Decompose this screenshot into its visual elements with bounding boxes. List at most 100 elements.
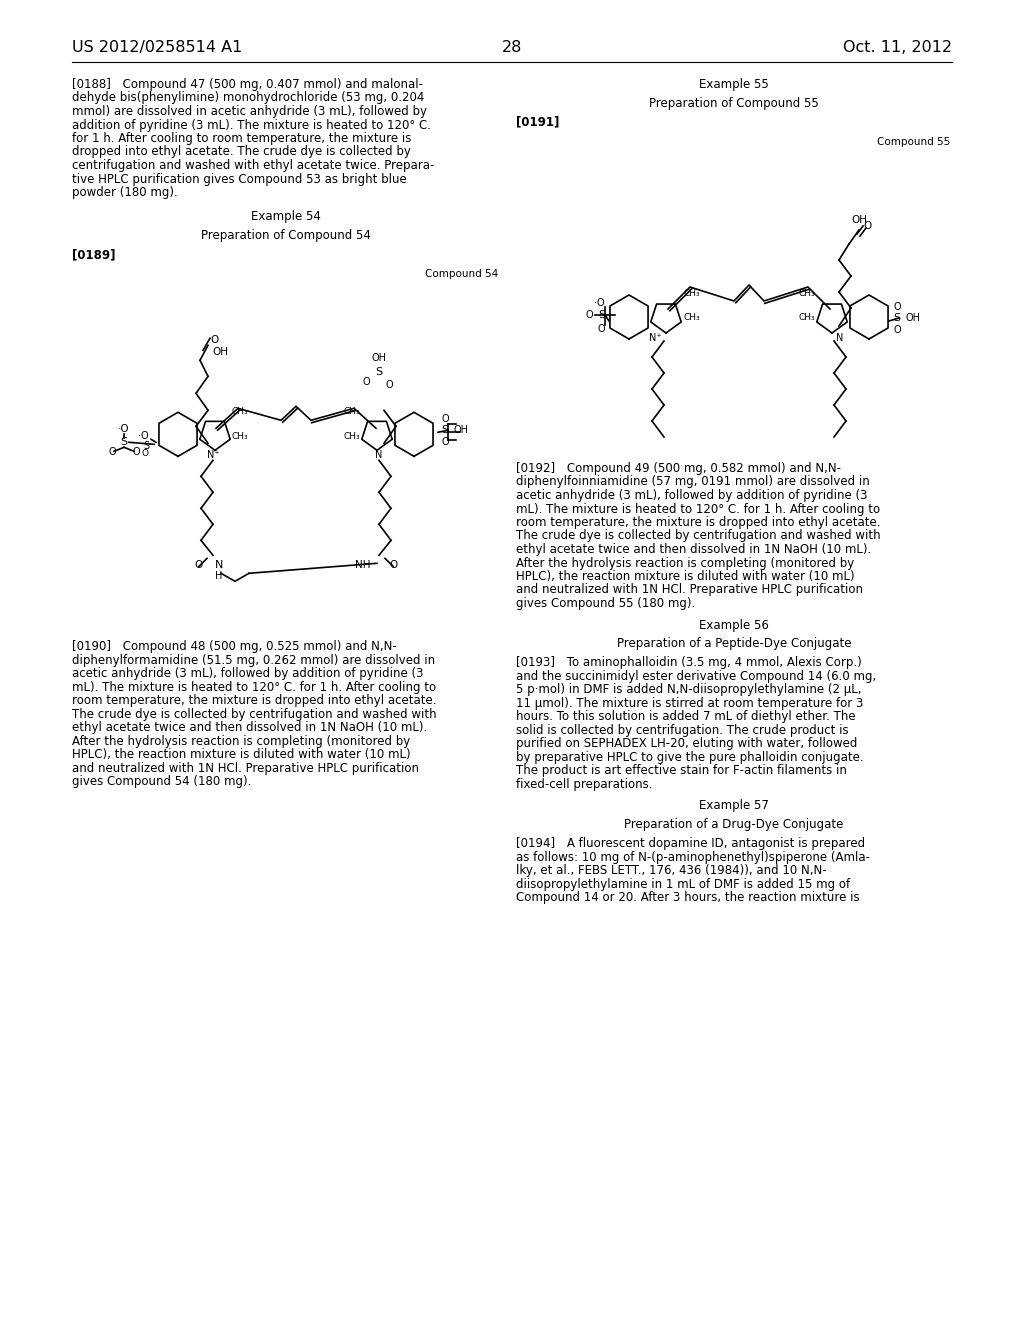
Text: and the succinimidyl ester derivative Compound 14 (6.0 mg,: and the succinimidyl ester derivative Co… (516, 671, 877, 682)
Text: OH: OH (905, 313, 920, 323)
Text: CH₃: CH₃ (683, 289, 699, 298)
Text: ·O: ·O (594, 298, 605, 308)
Text: After the hydrolysis reaction is completing (monitored by: After the hydrolysis reaction is complet… (72, 735, 411, 748)
Text: Preparation of Compound 54: Preparation of Compound 54 (201, 230, 371, 242)
Text: dropped into ethyl acetate. The crude dye is collected by: dropped into ethyl acetate. The crude dy… (72, 145, 411, 158)
Text: O: O (441, 414, 449, 424)
Text: CH₃: CH₃ (799, 313, 815, 322)
Text: [0190] Compound 48 (500 mg, 0.525 mmol) and N,N-: [0190] Compound 48 (500 mg, 0.525 mmol) … (72, 640, 396, 653)
Text: O: O (863, 220, 871, 231)
Text: acetic anhydride (3 mL), followed by addition of pyridine (3: acetic anhydride (3 mL), followed by add… (516, 488, 867, 502)
Text: O: O (142, 449, 150, 458)
Text: S: S (143, 441, 150, 451)
Text: ethyl acetate twice and then dissolved in 1N NaOH (10 mL).: ethyl acetate twice and then dissolved i… (72, 721, 427, 734)
Text: O: O (132, 447, 140, 457)
Text: Compound 54: Compound 54 (425, 269, 498, 280)
Text: addition of pyridine (3 mL). The mixture is heated to 120° C.: addition of pyridine (3 mL). The mixture… (72, 119, 431, 132)
Text: 5 p·mol) in DMF is added N,N-diisopropylethylamine (2 μL,: 5 p·mol) in DMF is added N,N-diisopropyl… (516, 684, 861, 697)
Text: The crude dye is collected by centrifugation and washed with: The crude dye is collected by centrifuga… (516, 529, 881, 543)
Text: Preparation of a Peptide-Dye Conjugate: Preparation of a Peptide-Dye Conjugate (616, 638, 851, 651)
Text: CH₃: CH₃ (232, 433, 249, 441)
Text: hours. To this solution is added 7 mL of diethyl ether. The: hours. To this solution is added 7 mL of… (516, 710, 856, 723)
Text: OH: OH (372, 354, 386, 363)
Text: N: N (836, 333, 844, 343)
Text: The product is art effective stain for F-actin filaments in: The product is art effective stain for F… (516, 764, 847, 777)
Text: powder (180 mg).: powder (180 mg). (72, 186, 178, 199)
Text: O: O (389, 560, 397, 570)
Text: HPLC), the reaction mixture is diluted with water (10 mL): HPLC), the reaction mixture is diluted w… (72, 748, 411, 762)
Text: ethyl acetate twice and then dissolved in 1N NaOH (10 mL).: ethyl acetate twice and then dissolved i… (516, 543, 871, 556)
Text: O: O (109, 447, 116, 457)
Text: Example 56: Example 56 (699, 619, 769, 631)
Text: S: S (441, 425, 449, 436)
Text: dehyde bis(phenylimine) monohydrochloride (53 mg, 0.204: dehyde bis(phenylimine) monohydrochlorid… (72, 91, 424, 104)
Text: for 1 h. After cooling to room temperature, the mixture is: for 1 h. After cooling to room temperatu… (72, 132, 412, 145)
Text: CH₃: CH₃ (343, 408, 360, 416)
Text: S: S (598, 310, 605, 319)
Text: gives Compound 55 (180 mg).: gives Compound 55 (180 mg). (516, 597, 695, 610)
Text: Preparation of Compound 55: Preparation of Compound 55 (649, 96, 819, 110)
Text: centrifugation and washed with ethyl acetate twice. Prepara-: centrifugation and washed with ethyl ace… (72, 158, 434, 172)
Text: by preparative HPLC to give the pure phalloidin conjugate.: by preparative HPLC to give the pure pha… (516, 751, 863, 764)
Text: diphenylfoinniamidine (57 mg, 0191 mmol) are dissolved in: diphenylfoinniamidine (57 mg, 0191 mmol)… (516, 475, 869, 488)
Text: mL). The mixture is heated to 120° C. for 1 h. After cooling to: mL). The mixture is heated to 120° C. fo… (516, 503, 880, 516)
Text: CH₃: CH₃ (799, 289, 815, 298)
Text: 28: 28 (502, 40, 522, 55)
Text: OH: OH (851, 215, 867, 224)
Text: diisopropylethylamine in 1 mL of DMF is added 15 mg of: diisopropylethylamine in 1 mL of DMF is … (516, 878, 850, 891)
Text: OH: OH (212, 347, 228, 358)
Text: US 2012/0258514 A1: US 2012/0258514 A1 (72, 40, 243, 55)
Text: O: O (210, 335, 218, 346)
Text: O: O (195, 560, 203, 570)
Text: N⁺: N⁺ (207, 450, 219, 461)
Text: After the hydrolysis reaction is completing (monitored by: After the hydrolysis reaction is complet… (516, 557, 854, 569)
Text: NH: NH (355, 560, 371, 570)
Text: mL). The mixture is heated to 120° C. for 1 h. After cooling to: mL). The mixture is heated to 120° C. fo… (72, 681, 436, 694)
Text: Oct. 11, 2012: Oct. 11, 2012 (843, 40, 952, 55)
Text: S: S (893, 313, 900, 323)
Text: lky, et al., FEBS LETT., 176, 436 (1984)), and 10 N,N-: lky, et al., FEBS LETT., 176, 436 (1984)… (516, 865, 826, 878)
Text: room temperature, the mixture is dropped into ethyl acetate.: room temperature, the mixture is dropped… (72, 694, 436, 708)
Text: O: O (441, 437, 449, 447)
Text: [0193] To aminophalloidin (3.5 mg, 4 mmol, Alexis Corp.): [0193] To aminophalloidin (3.5 mg, 4 mmo… (516, 656, 862, 669)
Text: [0189]: [0189] (72, 248, 116, 261)
Text: and neutralized with 1N HCl. Preparative HPLC purification: and neutralized with 1N HCl. Preparative… (516, 583, 863, 597)
Text: solid is collected by centrifugation. The crude product is: solid is collected by centrifugation. Th… (516, 723, 849, 737)
Text: CH₃: CH₃ (683, 313, 699, 322)
Text: Example 55: Example 55 (699, 78, 769, 91)
Text: [0192] Compound 49 (500 mg, 0.582 mmol) and N,N-: [0192] Compound 49 (500 mg, 0.582 mmol) … (516, 462, 841, 475)
Text: fixed-cell preparations.: fixed-cell preparations. (516, 777, 652, 791)
Text: O: O (386, 380, 393, 391)
Text: Compound 55: Compound 55 (877, 137, 950, 147)
Text: H: H (215, 572, 222, 581)
Text: Example 54: Example 54 (251, 210, 321, 223)
Text: CH₃: CH₃ (232, 408, 249, 416)
Text: [0194] A fluorescent dopamine ID, antagonist is prepared: [0194] A fluorescent dopamine ID, antago… (516, 837, 865, 850)
Text: The crude dye is collected by centrifugation and washed with: The crude dye is collected by centrifuga… (72, 708, 436, 721)
Text: S: S (376, 367, 383, 378)
Text: N: N (376, 450, 383, 461)
Text: [0191]: [0191] (516, 116, 559, 129)
Text: O: O (586, 310, 593, 319)
Text: O: O (597, 323, 605, 334)
Text: 11 μmol). The mixture is stirred at room temperature for 3: 11 μmol). The mixture is stirred at room… (516, 697, 863, 710)
Text: room temperature, the mixture is dropped into ethyl acetate.: room temperature, the mixture is dropped… (516, 516, 881, 529)
Text: S: S (121, 437, 128, 447)
Text: Example 57: Example 57 (699, 800, 769, 813)
Text: Preparation of a Drug-Dye Conjugate: Preparation of a Drug-Dye Conjugate (625, 818, 844, 832)
Text: gives Compound 54 (180 mg).: gives Compound 54 (180 mg). (72, 775, 251, 788)
Text: O: O (362, 378, 370, 387)
Text: O: O (893, 302, 901, 312)
Text: and neutralized with 1N HCl. Preparative HPLC purification: and neutralized with 1N HCl. Preparative… (72, 762, 419, 775)
Text: Compound 14 or 20. After 3 hours, the reaction mixture is: Compound 14 or 20. After 3 hours, the re… (516, 891, 859, 904)
Text: HPLC), the reaction mixture is diluted with water (10 mL): HPLC), the reaction mixture is diluted w… (516, 570, 855, 583)
Text: N: N (215, 560, 223, 570)
Text: purified on SEPHADEX LH-20, eluting with water, followed: purified on SEPHADEX LH-20, eluting with… (516, 738, 857, 750)
Text: O: O (893, 325, 901, 335)
Text: ·O: ·O (118, 424, 130, 434)
Text: mmol) are dissolved in acetic anhydride (3 mL), followed by: mmol) are dissolved in acetic anhydride … (72, 106, 427, 117)
Text: CH₃: CH₃ (343, 433, 360, 441)
Text: [0188] Compound 47 (500 mg, 0.407 mmol) and malonal-: [0188] Compound 47 (500 mg, 0.407 mmol) … (72, 78, 423, 91)
Text: ·O: ·O (138, 432, 150, 441)
Text: N⁺: N⁺ (649, 333, 662, 343)
